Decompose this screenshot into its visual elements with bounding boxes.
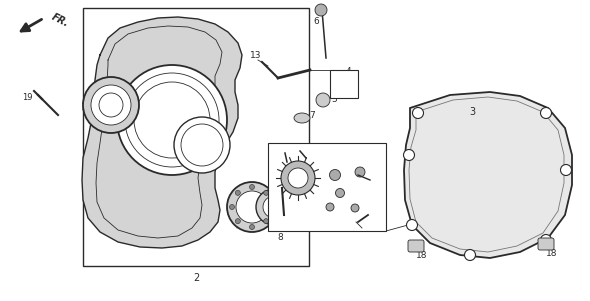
- Text: 20: 20: [268, 225, 280, 234]
- FancyBboxPatch shape: [538, 238, 554, 250]
- Text: 16: 16: [81, 104, 93, 113]
- Circle shape: [117, 65, 227, 175]
- Text: 8: 8: [277, 234, 283, 243]
- FancyBboxPatch shape: [408, 240, 424, 252]
- Text: 15: 15: [350, 196, 361, 204]
- Text: 10: 10: [273, 188, 283, 197]
- Ellipse shape: [294, 113, 310, 123]
- Text: 11: 11: [278, 144, 289, 153]
- Circle shape: [91, 85, 131, 125]
- Circle shape: [464, 250, 476, 260]
- Circle shape: [264, 219, 268, 224]
- Circle shape: [281, 161, 315, 195]
- Circle shape: [256, 189, 292, 225]
- Text: 12: 12: [366, 160, 376, 169]
- Text: 17: 17: [273, 145, 283, 154]
- Circle shape: [270, 204, 274, 209]
- Circle shape: [407, 219, 418, 231]
- Text: 3: 3: [469, 107, 475, 117]
- Bar: [83, 8, 309, 266]
- Circle shape: [560, 165, 572, 175]
- Text: 5: 5: [331, 95, 337, 104]
- Circle shape: [288, 168, 308, 188]
- Circle shape: [404, 150, 415, 160]
- Text: 18: 18: [546, 249, 558, 257]
- Circle shape: [250, 225, 254, 229]
- Text: 14: 14: [363, 219, 373, 228]
- Text: 11: 11: [305, 144, 315, 153]
- Circle shape: [540, 234, 552, 246]
- Text: 2: 2: [193, 273, 199, 283]
- Text: 9: 9: [346, 188, 352, 197]
- Circle shape: [326, 203, 334, 211]
- Circle shape: [355, 167, 365, 177]
- Circle shape: [540, 107, 552, 119]
- Circle shape: [235, 190, 240, 195]
- Text: 11: 11: [269, 213, 279, 222]
- Text: FR.: FR.: [50, 11, 71, 29]
- Text: 13: 13: [250, 51, 262, 60]
- Text: 18: 18: [417, 250, 428, 259]
- Circle shape: [235, 219, 240, 224]
- Circle shape: [174, 117, 230, 173]
- Circle shape: [329, 169, 340, 181]
- Text: 9: 9: [332, 207, 337, 216]
- Circle shape: [227, 182, 277, 232]
- Text: 9: 9: [343, 169, 349, 178]
- Circle shape: [250, 185, 254, 190]
- Text: 21: 21: [237, 221, 249, 229]
- Circle shape: [263, 196, 285, 218]
- Text: 4: 4: [345, 67, 351, 76]
- Bar: [330, 70, 358, 98]
- Polygon shape: [82, 17, 242, 248]
- Circle shape: [412, 107, 424, 119]
- Circle shape: [236, 191, 268, 223]
- Circle shape: [83, 77, 139, 133]
- Circle shape: [230, 204, 234, 209]
- Circle shape: [264, 190, 268, 195]
- Circle shape: [316, 93, 330, 107]
- Text: 19: 19: [22, 94, 32, 103]
- Circle shape: [315, 4, 327, 16]
- Text: 7: 7: [309, 111, 315, 120]
- Text: 6: 6: [313, 17, 319, 26]
- Circle shape: [336, 188, 345, 197]
- Circle shape: [351, 204, 359, 212]
- Polygon shape: [404, 92, 572, 258]
- Bar: [268, 143, 386, 231]
